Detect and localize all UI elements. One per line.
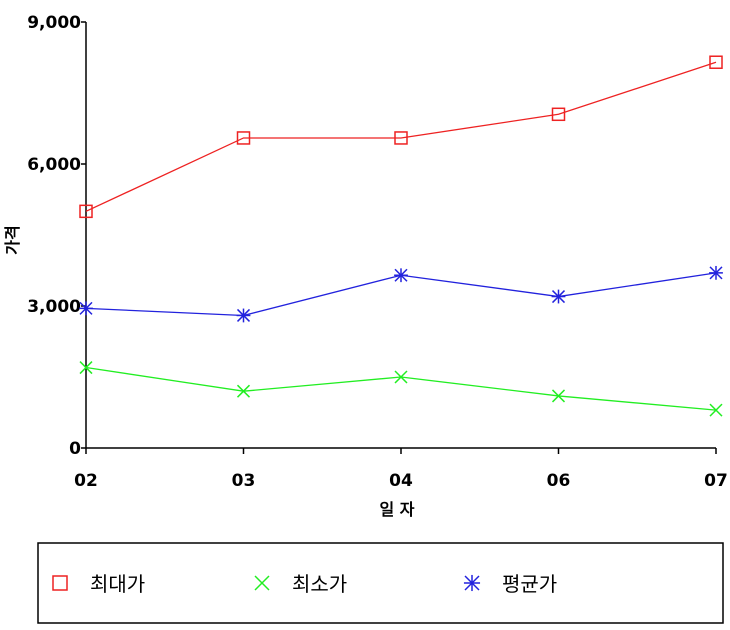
- legend-marker: [463, 574, 481, 592]
- data-point: [236, 131, 251, 145]
- x-tick-label: 07: [704, 471, 728, 491]
- series-line: [85, 61, 717, 212]
- legend-item: 최대가: [52, 572, 145, 596]
- x-tick-label: 06: [547, 471, 571, 491]
- data-point: [394, 131, 408, 145]
- data-point: [551, 289, 566, 304]
- data-point: [79, 361, 93, 375]
- data-point: [709, 403, 723, 417]
- data-point: [709, 55, 723, 69]
- y-tick-label: 3,000: [27, 297, 81, 317]
- series-1: [79, 55, 723, 219]
- data-point: [79, 301, 93, 316]
- x-tick-label: 04: [389, 471, 413, 491]
- x-tick-label: 03: [232, 471, 256, 491]
- y-tick-label: 0: [69, 439, 81, 459]
- series-line: [85, 366, 717, 411]
- x-axis-title: 일 자: [379, 500, 414, 519]
- y-tick-label: 6,000: [27, 155, 81, 175]
- series-2: [79, 361, 723, 417]
- data-point: [394, 370, 408, 384]
- data-point: [551, 389, 566, 403]
- data-point: [709, 265, 723, 280]
- legend: 최대가 최소가 평균가: [37, 542, 724, 624]
- data-point: [236, 308, 251, 323]
- data-point: [79, 204, 93, 219]
- data-point: [551, 107, 566, 122]
- legend-label: 최대가: [90, 572, 145, 596]
- y-axis-title: 가격: [3, 225, 22, 254]
- axes: [85, 22, 716, 449]
- legend-label: 최소가: [292, 572, 347, 596]
- series-3: [79, 265, 723, 323]
- legend-items: 최대가 최소가 평균가: [52, 572, 557, 596]
- legend-label: 평균가: [502, 572, 557, 596]
- legend-box: [37, 542, 724, 624]
- series-layer: [79, 55, 723, 417]
- legend-item: 최소가: [254, 572, 347, 596]
- y-tick-label: 9,000: [27, 13, 81, 33]
- data-point: [394, 268, 408, 283]
- data-point: [236, 384, 251, 398]
- legend-marker: [52, 575, 68, 591]
- y-ticks: 0 3,000 6,000 9,000: [27, 13, 86, 459]
- legend-item: 평균가: [463, 572, 557, 596]
- x-tick-label: 02: [74, 471, 98, 491]
- legend-marker: [254, 575, 270, 591]
- x-ticks: 02 03 04 06 07: [74, 448, 728, 491]
